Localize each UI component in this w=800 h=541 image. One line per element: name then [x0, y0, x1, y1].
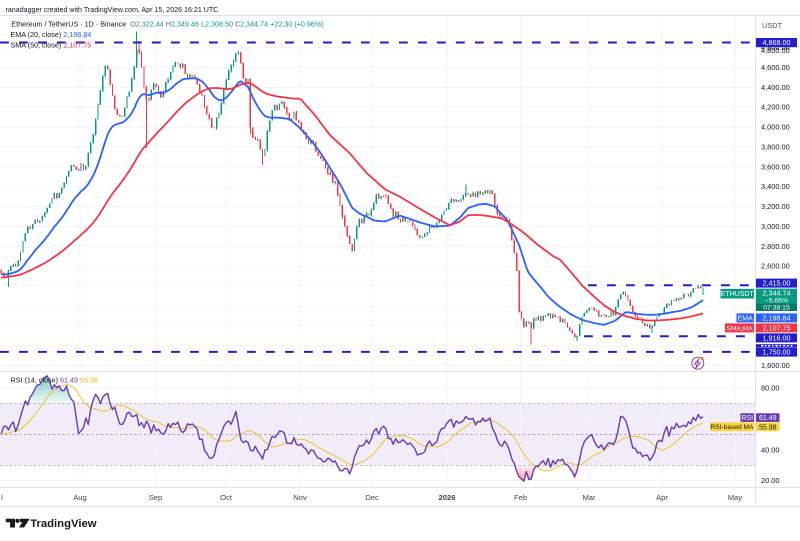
svg-text:40.00: 40.00	[761, 445, 780, 454]
svg-text:4,400.00: 4,400.00	[761, 83, 790, 92]
svg-text:1,750.00: 1,750.00	[763, 348, 791, 357]
svg-text:USDT: USDT	[762, 21, 783, 30]
svg-text:Dec: Dec	[365, 493, 379, 502]
svg-text:3,800.00: 3,800.00	[761, 143, 790, 152]
svg-text:Aug: Aug	[73, 493, 87, 502]
svg-text:3,000.00: 3,000.00	[761, 222, 790, 231]
svg-text:3,200.00: 3,200.00	[761, 202, 790, 211]
svg-text:80.00: 80.00	[761, 383, 780, 392]
svg-text:SMA;MA: SMA;MA	[726, 325, 753, 332]
svg-text:Mar: Mar	[582, 493, 596, 502]
svg-text:3,400.00: 3,400.00	[761, 182, 790, 191]
svg-text:Sep: Sep	[149, 493, 163, 502]
svg-text:Oct: Oct	[220, 493, 233, 502]
svg-text:55.98: 55.98	[759, 424, 777, 431]
svg-text:4,200.00: 4,200.00	[761, 103, 790, 112]
svg-text:RSI (14, close) 61.49 55.98: RSI (14, close) 61.49 55.98	[11, 376, 99, 385]
svg-text:4,800.00: 4,800.00	[761, 43, 790, 52]
svg-text:4,600.00: 4,600.00	[761, 63, 790, 72]
svg-text:TradingView: TradingView	[30, 518, 97, 530]
svg-text:20.00: 20.00	[761, 476, 780, 485]
svg-text:2,107.75: 2,107.75	[763, 324, 791, 333]
svg-text:l: l	[1, 493, 3, 502]
svg-text:2,344.74: 2,344.74	[763, 289, 791, 298]
svg-text:2026: 2026	[439, 493, 456, 502]
svg-text:ranadagger created with Tradin: ranadagger created with TradingView.com,…	[6, 6, 219, 14]
svg-text:ETHUSDT: ETHUSDT	[721, 291, 755, 298]
svg-text:EMA: EMA	[738, 315, 754, 322]
svg-text:Nov: Nov	[293, 493, 307, 502]
svg-text:2,600.00: 2,600.00	[761, 262, 790, 271]
svg-text:SMA (50, close) 2,107.75: SMA (50, close) 2,107.75	[11, 41, 92, 50]
svg-text:4,868.00: 4,868.00	[763, 38, 791, 47]
svg-text:61.49: 61.49	[759, 415, 777, 422]
svg-text:07:38:15: 07:38:15	[763, 305, 790, 312]
svg-text:1,600.00: 1,600.00	[761, 361, 790, 370]
svg-text:RSI: RSI	[741, 415, 753, 422]
svg-text:Ethereum / TetherUS · 1D · Bin: Ethereum / TetherUS · 1D · Binance O2,32…	[11, 20, 323, 29]
svg-text:EMA (20, close) 2,198.84: EMA (20, close) 2,198.84	[11, 30, 92, 39]
svg-text:2,415.00: 2,415.00	[763, 279, 791, 288]
svg-text:1,916.00: 1,916.00	[763, 334, 791, 343]
svg-text:Apr: Apr	[656, 493, 668, 502]
svg-text:4,000.00: 4,000.00	[761, 123, 790, 132]
svg-text:2,800.00: 2,800.00	[761, 242, 790, 251]
svg-text:May: May	[728, 493, 743, 502]
svg-text:−5.66%: −5.66%	[765, 298, 788, 305]
svg-text:RSI-based MA: RSI-based MA	[711, 424, 754, 431]
svg-text:3,600.00: 3,600.00	[761, 162, 790, 171]
svg-text:4,800.00: 4,800.00	[761, 46, 790, 55]
svg-text:2,198.84: 2,198.84	[763, 314, 791, 323]
svg-text:Feb: Feb	[514, 493, 527, 502]
